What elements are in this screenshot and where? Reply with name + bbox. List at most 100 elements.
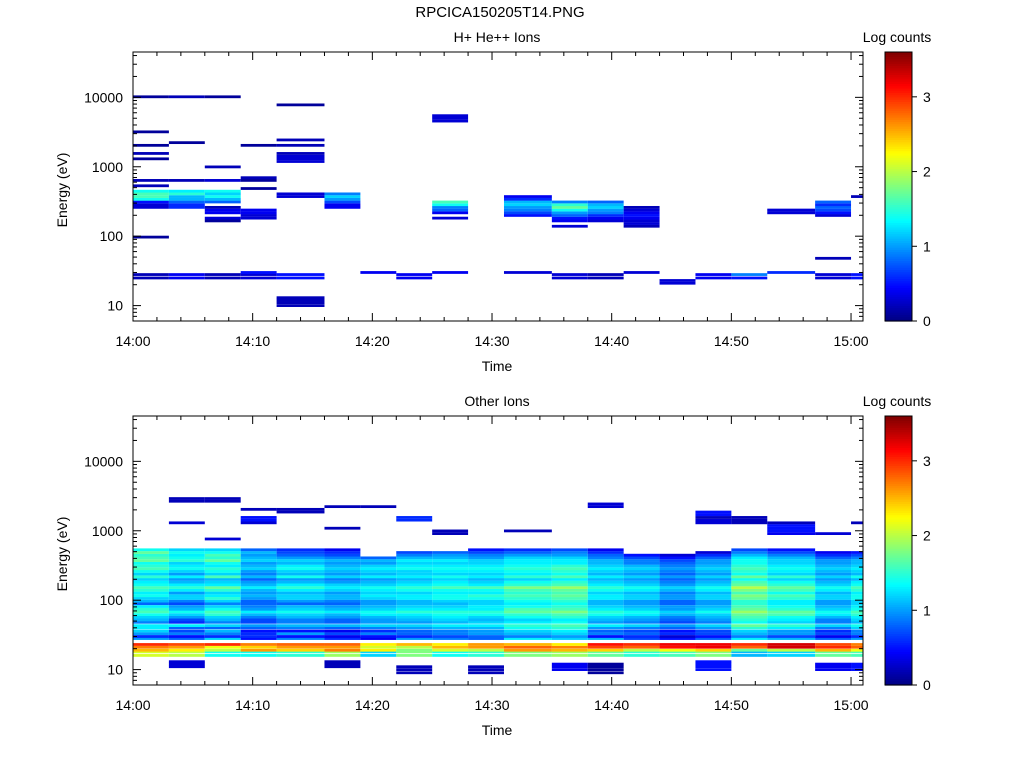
x-tick-label: 14:30 (474, 697, 509, 713)
heatmap-cell (767, 561, 816, 565)
heatmap-cell (695, 660, 732, 664)
heatmap-cell (396, 599, 433, 603)
heatmap-cell (767, 602, 816, 606)
colorbar-segment (885, 543, 912, 547)
colorbar-segment (885, 682, 912, 686)
heatmap-cell (432, 594, 469, 598)
colorbar-segment (885, 433, 912, 437)
heatmap-cell (396, 645, 433, 649)
heatmap-cell (551, 564, 588, 568)
heatmap-cell (503, 564, 552, 568)
heatmap-cell (503, 654, 552, 657)
heatmap-cell (276, 618, 325, 622)
heatmap-cell (276, 645, 325, 649)
y-tick-label: 1000 (92, 523, 123, 539)
heatmap-cell (276, 298, 325, 302)
colorbar-segment (885, 74, 912, 78)
x-tick-label: 14:20 (355, 333, 390, 349)
heatmap-cell (240, 586, 277, 589)
heatmap-cell (587, 629, 624, 633)
heatmap-cell (204, 591, 241, 595)
heatmap-cell (432, 626, 469, 630)
colorbar-segment (885, 546, 912, 549)
heatmap-cell (468, 567, 504, 571)
heatmap-cell (587, 626, 624, 630)
heatmap-cell (503, 597, 552, 600)
heatmap-cell (324, 650, 361, 654)
heatmap-cell (767, 556, 816, 560)
x-tick-label: 14:20 (355, 697, 390, 713)
colorbar-segment (885, 134, 912, 138)
heatmap-cell (324, 607, 361, 611)
heatmap-cell (324, 564, 361, 568)
colorbar-segment (885, 141, 912, 145)
heatmap-cell (168, 665, 205, 669)
heatmap-cell (324, 197, 361, 201)
heatmap-cell (659, 591, 696, 595)
heatmap-cell (587, 203, 624, 207)
heatmap-cell (767, 599, 816, 603)
heatmap-cell (623, 645, 660, 649)
heatmap-cell (133, 567, 169, 571)
heatmap-cell (695, 594, 732, 598)
heatmap-cell (767, 626, 816, 630)
colorbar-segment (885, 550, 912, 554)
heatmap-cell (587, 216, 624, 220)
colorbar-tick-label: 3 (923, 453, 931, 469)
heatmap-cell (324, 583, 361, 587)
heatmap-cell (587, 591, 624, 595)
heatmap-cell (240, 561, 277, 565)
heatmap-cell (324, 635, 361, 638)
heatmap-cell (503, 578, 552, 581)
heatmap-cell (815, 654, 852, 657)
heatmap-cell (168, 620, 205, 624)
heatmap-cell (851, 578, 863, 581)
colorbar-segment (885, 177, 912, 181)
heatmap-cell (204, 219, 241, 223)
heatmap-cell (432, 599, 469, 603)
heatmap-cell (396, 569, 433, 573)
heatmap-cell (767, 551, 816, 554)
heatmap-cell (623, 637, 660, 640)
heatmap-cell (767, 524, 816, 527)
heatmap-cell (468, 665, 504, 669)
heatmap-cell (815, 575, 852, 579)
heatmap-cell (815, 583, 852, 587)
colorbar-segment (885, 516, 912, 520)
heatmap-cell (240, 599, 277, 603)
colorbar-segment (885, 584, 912, 587)
colorbar-segment (885, 602, 912, 605)
colorbar-segment (885, 606, 912, 610)
heatmap-cell (468, 643, 504, 646)
heatmap-cell (396, 597, 433, 600)
heatmap-cell (396, 594, 433, 598)
heatmap-cell (468, 648, 504, 652)
heatmap-cell (276, 602, 325, 606)
heatmap-cell (324, 648, 361, 652)
colorbar-segment (885, 164, 912, 167)
colorbar-segment (885, 572, 912, 576)
heatmap-cell (240, 572, 277, 576)
heatmap-cell (168, 551, 205, 554)
heatmap-cell (276, 613, 325, 616)
heatmap-cell (276, 586, 325, 589)
colorbar-segment (885, 619, 912, 623)
heatmap-cell (360, 572, 397, 576)
heatmap-cell (276, 643, 325, 646)
heatmap-cell (168, 561, 205, 565)
heatmap-cell (324, 561, 361, 565)
heatmap-cell (767, 588, 816, 592)
colorbar-segment (885, 316, 912, 320)
heatmap-cell (659, 645, 696, 649)
heatmap-cell (551, 586, 588, 589)
heatmap-cell (168, 635, 205, 638)
heatmap-cell (731, 561, 768, 565)
heatmap-cell (623, 561, 660, 565)
colorbar-segment (885, 669, 912, 673)
x-axis-label: Time (482, 358, 513, 374)
heatmap-cell (396, 559, 433, 562)
heatmap-cell (360, 559, 397, 562)
x-tick-label: 14:00 (115, 333, 150, 349)
colorbar-segment (885, 631, 912, 635)
heatmap-cell (503, 599, 552, 603)
